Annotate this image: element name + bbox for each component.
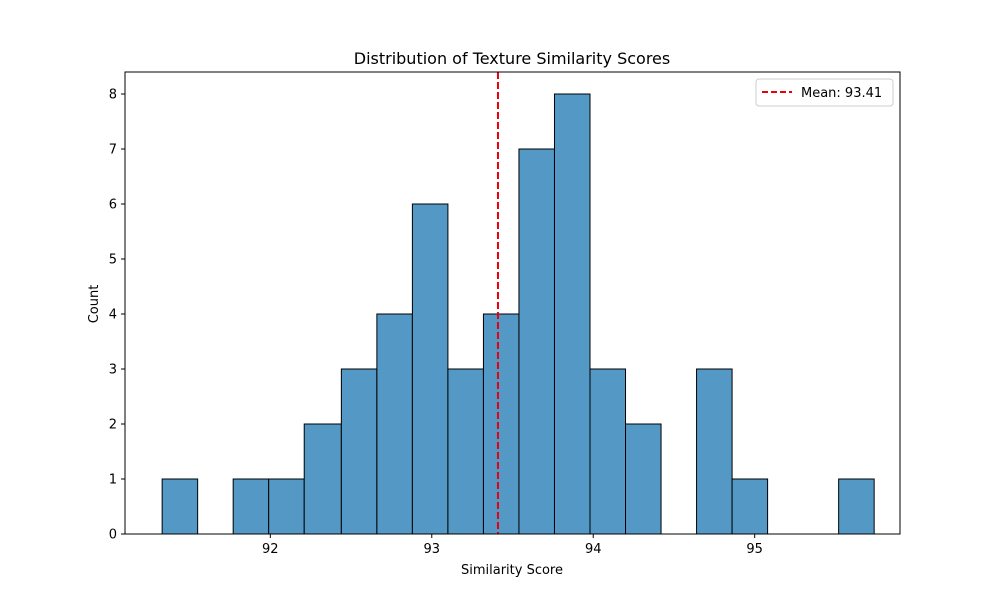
histogram-bar [625, 423, 662, 535]
bars-group [161, 93, 875, 535]
legend-box [755, 78, 894, 107]
x-tick-label: 94 [585, 542, 602, 557]
legend: Mean: 93.41 [755, 78, 894, 107]
axes-group: 92 93 94 95 0 1 2 3 4 5 6 7 8 [109, 71, 901, 557]
histogram-bar [411, 203, 449, 535]
histogram-bar [731, 478, 769, 535]
y-tick-label: 6 [109, 198, 117, 213]
y-tick-label: 5 [109, 253, 117, 268]
histogram-bar [161, 478, 199, 535]
y-tick-label: 4 [109, 308, 117, 323]
histogram-bar [232, 478, 270, 535]
chart-title: Distribution of Texture Similarity Score… [354, 49, 670, 68]
histogram-bar [340, 368, 378, 535]
histogram-bar [589, 368, 627, 535]
histogram-bar [518, 148, 555, 535]
histogram-bar [838, 478, 875, 535]
legend-mean-label: Mean: 93.41 [801, 86, 882, 101]
y-tick-label: 0 [109, 528, 117, 543]
x-tick-label: 95 [746, 542, 763, 557]
y-axis-label: Count [87, 285, 102, 324]
y-tick-label: 3 [109, 363, 117, 378]
x-axis-label: Similarity Score [461, 563, 563, 578]
histogram-bar [553, 93, 591, 535]
x-tick-label: 93 [423, 542, 440, 557]
histogram-bar [268, 478, 305, 535]
histogram-bar [376, 313, 413, 535]
y-tick-label: 1 [109, 473, 117, 488]
histogram-bar [447, 368, 484, 535]
y-tick-label: 7 [109, 143, 117, 158]
y-tick-label: 8 [109, 88, 117, 103]
histogram-bar [482, 313, 520, 535]
histogram-bar [303, 423, 342, 535]
x-tick-label: 92 [262, 542, 279, 557]
histogram-bar [696, 368, 733, 535]
plot-frame [124, 71, 901, 535]
y-tick-label: 2 [109, 418, 117, 433]
